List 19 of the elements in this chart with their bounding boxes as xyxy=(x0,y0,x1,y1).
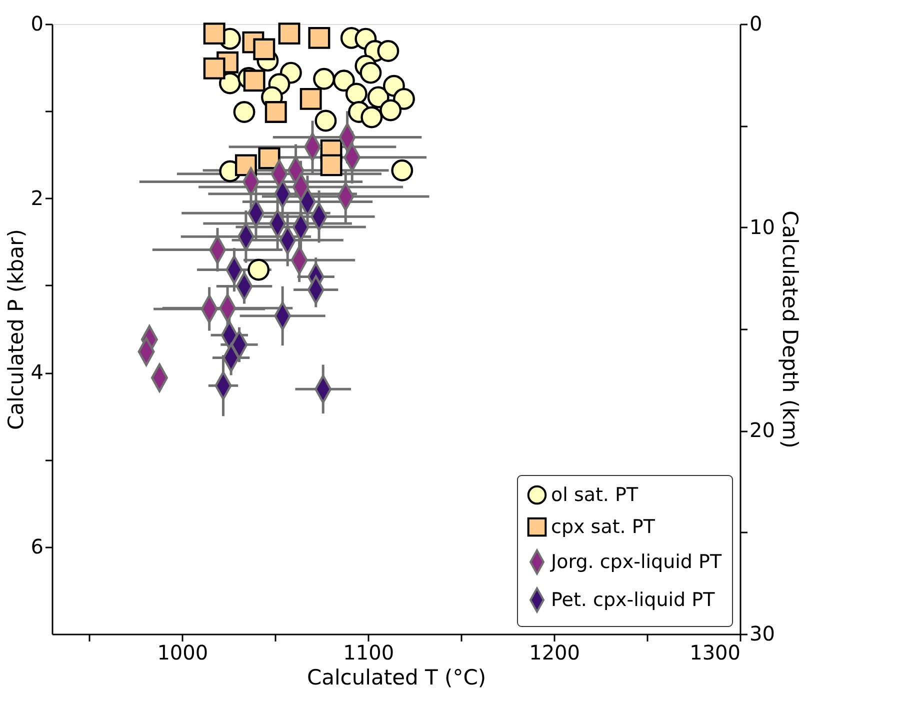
legend-label: Pet. cpx-liquid PT xyxy=(551,589,716,611)
legend-label: Jorg. cpx-liquid PT xyxy=(550,551,722,573)
y2-tick-label: 30 xyxy=(750,622,775,646)
x-tick-label: 1300 xyxy=(690,640,740,664)
y-tick-label: 4 xyxy=(30,360,44,384)
y2-tick-label: 0 xyxy=(750,12,762,36)
x-tick-label: 1200 xyxy=(529,640,580,664)
y-tick-label: 0 xyxy=(30,12,44,36)
y2-tick-label: 10 xyxy=(750,214,775,239)
legend-label: ol sat. PT xyxy=(551,484,638,506)
x-tick-label: 1000 xyxy=(157,640,208,664)
y2-tick-label: 20 xyxy=(750,418,775,442)
legend-label: cpx sat. PT xyxy=(551,516,656,538)
x-tick-label: 1100 xyxy=(343,640,394,664)
y2-axis-title: Calculated Depth (km) xyxy=(778,210,802,448)
y-axis-title: Calculated P (kbar) xyxy=(4,229,28,430)
x-axis-title: Calculated T (°C) xyxy=(306,666,486,690)
y-tick-label: 6 xyxy=(30,534,44,558)
y-tick-label: 2 xyxy=(30,186,44,210)
